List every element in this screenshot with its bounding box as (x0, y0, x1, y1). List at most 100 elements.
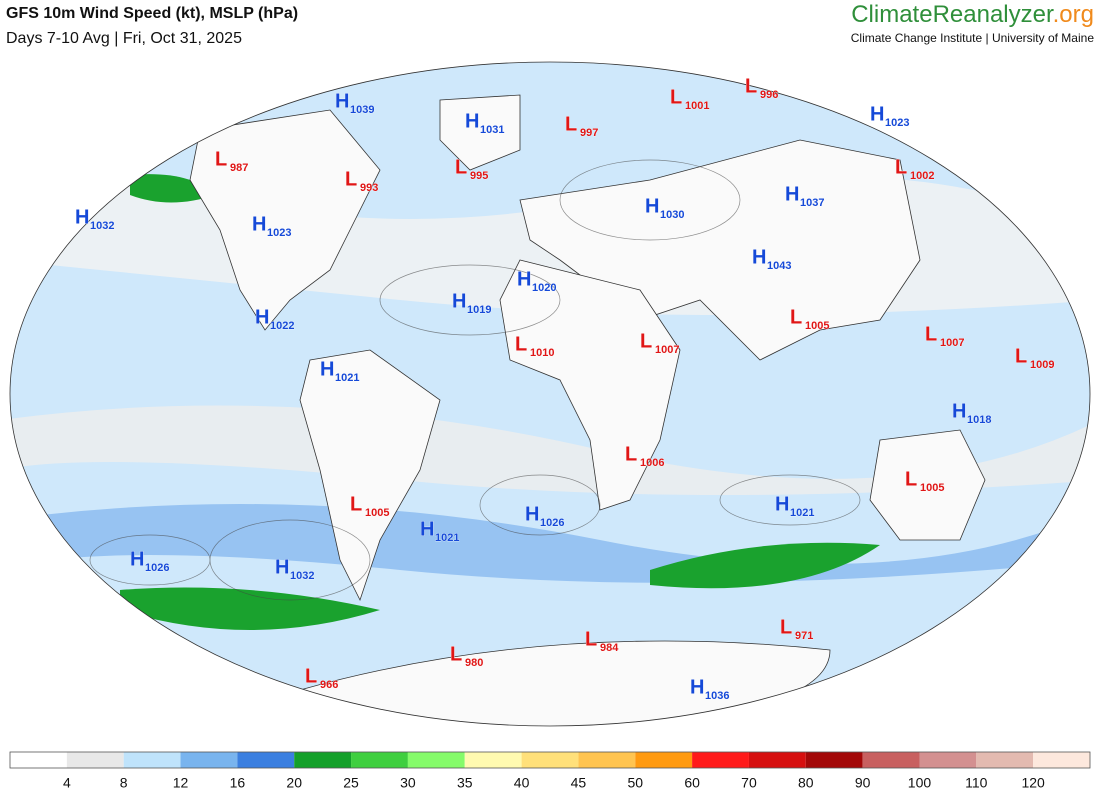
center-pressure: 1006 (640, 457, 664, 469)
colorbar-tick-label: 90 (855, 775, 871, 791)
colorbar-swatch (805, 752, 863, 768)
center-letter: H (320, 358, 334, 380)
map (10, 62, 1090, 726)
colorbar-tick-label: 110 (965, 775, 988, 791)
center-pressure: 1009 (1030, 359, 1054, 371)
center-letter: L (565, 113, 577, 135)
center-letter: H (275, 556, 289, 578)
brand: ClimateReanalyzer.org (851, 1, 1094, 28)
center-pressure: 1031 (480, 124, 504, 136)
colorbar-tick-label: 4 (63, 775, 71, 791)
brand-suffix: .org (1053, 1, 1094, 28)
center-letter: L (345, 168, 357, 190)
colorbar-swatch (976, 752, 1034, 768)
center-letter: H (752, 246, 766, 268)
colorbar-swatch (123, 752, 181, 768)
center-pressure: 1020 (532, 282, 556, 294)
colorbar-swatch (635, 752, 693, 768)
center-pressure: 1018 (967, 414, 991, 426)
center-letter: L (905, 468, 917, 490)
center-letter: H (785, 183, 799, 205)
center-letter: H (252, 213, 266, 235)
center-letter: H (952, 400, 966, 422)
center-letter: H (255, 306, 269, 328)
center-letter: L (895, 156, 907, 178)
center-pressure: 1019 (467, 304, 491, 316)
center-letter: L (350, 493, 362, 515)
center-letter: H (645, 195, 659, 217)
colorbar-tick-label: 30 (400, 775, 416, 791)
center-pressure: 1037 (800, 197, 824, 209)
center-pressure: 1007 (940, 337, 964, 349)
colorbar-tick-label: 120 (1021, 775, 1045, 791)
center-pressure: 971 (795, 630, 813, 642)
colorbar-swatch (237, 752, 295, 768)
colorbar-frame (9, 751, 1091, 769)
wind-band (130, 174, 215, 203)
center-pressure: 1023 (885, 117, 909, 129)
center-letter: H (452, 290, 466, 312)
center-letter: H (465, 110, 479, 132)
isobars (89, 159, 861, 601)
center-pressure: 1001 (685, 100, 709, 112)
center-pressure: 1032 (90, 220, 114, 232)
ocean (10, 62, 1090, 726)
colorbar-tick-label: 25 (343, 775, 359, 791)
center-pressure: 1026 (540, 517, 564, 529)
colorbar-tick-label: 12 (173, 775, 189, 791)
center-pressure: 1005 (365, 507, 389, 519)
title: GFS 10m Wind Speed (kt), MSLP (hPa) (6, 5, 298, 22)
center-pressure: 995 (470, 170, 488, 182)
colorbar-swatch (1033, 752, 1090, 768)
center-pressure: 1002 (910, 170, 934, 182)
colorbar-tick-label: 50 (627, 775, 643, 791)
brand-name: ClimateReanalyzer (851, 1, 1054, 28)
center-pressure: 1032 (290, 570, 314, 582)
center-letter: H (525, 503, 539, 525)
center-pressure: 1007 (655, 344, 679, 356)
colorbar-swatch (521, 752, 579, 768)
colorbar-swatch (294, 752, 352, 768)
institute: Climate Change Institute | University of… (851, 31, 1095, 45)
colorbar-tick-label: 16 (230, 775, 246, 791)
colorbar-tick-label: 60 (684, 775, 700, 791)
center-letter: L (515, 333, 527, 355)
colorbar-swatch (862, 752, 920, 768)
center-letter: L (1015, 345, 1027, 367)
wind-band (650, 542, 880, 589)
colorbar-swatch (407, 752, 465, 768)
colorbar-swatch (578, 752, 636, 768)
center-pressure: 1026 (145, 562, 169, 574)
center-pressure: 1022 (270, 320, 294, 332)
colorbar-swatch (10, 752, 67, 768)
colorbar-tick-label: 35 (457, 775, 473, 791)
center-letter: L (450, 643, 462, 665)
center-pressure: 966 (320, 679, 338, 691)
wind-band (10, 503, 1090, 583)
center-letter: L (625, 443, 637, 465)
map-border (9, 61, 1091, 727)
center-pressure: 1021 (335, 372, 359, 384)
center-pressure: 980 (465, 657, 483, 669)
colorbar-swatch (180, 752, 238, 768)
center-pressure: 1005 (805, 320, 829, 332)
center-letter: L (925, 323, 937, 345)
center-letter: H (75, 206, 89, 228)
center-letter: H (690, 676, 704, 698)
center-pressure: 996 (760, 89, 778, 101)
center-letter: L (670, 86, 682, 108)
colorbar-tick-label: 80 (798, 775, 814, 791)
center-letter: L (780, 616, 792, 638)
center-pressure: 984 (600, 642, 619, 654)
center-letter: H (335, 90, 349, 112)
colorbar-tick-label: 70 (741, 775, 757, 791)
center-pressure: 1023 (267, 227, 291, 239)
center-letter: L (585, 628, 597, 650)
center-letter: H (420, 518, 434, 540)
colorbar-swatch (919, 752, 977, 768)
center-letter: L (790, 306, 802, 328)
colorbar-tick-label: 40 (514, 775, 530, 791)
center-pressure: 997 (580, 127, 598, 139)
center-letter: L (455, 156, 467, 178)
